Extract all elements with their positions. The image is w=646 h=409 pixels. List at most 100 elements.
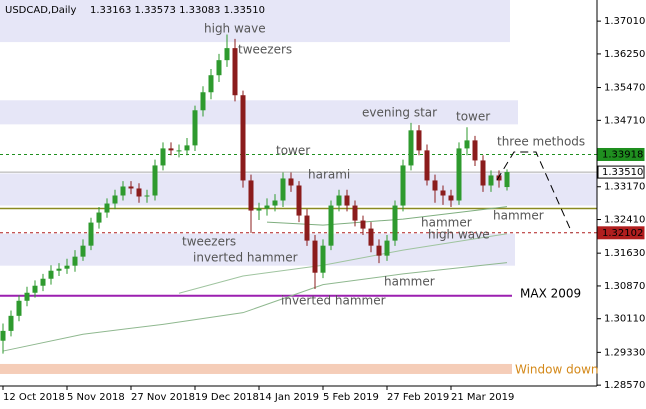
candle-body xyxy=(88,222,94,246)
candle-body xyxy=(40,278,46,286)
chart-subtitle: 1.33163 1.33573 1.33083 1.33510 xyxy=(90,5,265,16)
candle-body xyxy=(328,205,334,246)
y-tick-label: 1.37010 xyxy=(604,16,645,27)
candle-body xyxy=(96,212,102,223)
candle-body xyxy=(448,195,454,201)
candle-body xyxy=(168,148,174,151)
annotation: high wave xyxy=(428,228,490,242)
candle-body xyxy=(200,92,206,111)
candle-body xyxy=(336,195,342,206)
x-tick-label: 12 Oct 2018 xyxy=(3,392,65,403)
candle-body xyxy=(216,60,222,76)
annotation: inverted hammer xyxy=(281,294,386,308)
candle-body xyxy=(264,205,270,209)
zone xyxy=(0,0,510,43)
candle-body xyxy=(0,330,6,341)
x-tick-label: 27 Feb 2019 xyxy=(387,392,449,403)
candle-body xyxy=(32,285,38,293)
candle-body xyxy=(304,215,310,241)
candle-body xyxy=(504,172,510,188)
candle-body xyxy=(368,228,374,246)
annotation: hammer xyxy=(421,216,472,230)
price-box-label: 1.33510 xyxy=(602,167,643,178)
annotation: high wave xyxy=(204,22,266,36)
candle-body xyxy=(376,245,382,256)
candle-body xyxy=(488,175,494,186)
candle-body xyxy=(464,140,470,149)
candle-body xyxy=(192,110,198,146)
candle-body xyxy=(248,180,254,211)
zone xyxy=(0,363,512,374)
y-tick-label: 1.34710 xyxy=(604,115,645,126)
candle-body xyxy=(440,190,446,196)
candle-body xyxy=(56,268,62,271)
candle-body xyxy=(232,48,238,96)
candle-body xyxy=(128,186,134,189)
candle-body xyxy=(320,245,326,273)
candle-body xyxy=(64,265,70,269)
y-tick-label: 1.36250 xyxy=(604,49,645,60)
candle-body xyxy=(472,140,478,161)
candle-body xyxy=(352,205,358,221)
x-tick-label: 21 Mar 2019 xyxy=(451,392,514,403)
candle-body xyxy=(408,130,414,166)
candle-body xyxy=(344,195,350,206)
x-tick-label: 27 Nov 2018 xyxy=(131,392,195,403)
candle-body xyxy=(176,150,182,152)
candle-body xyxy=(160,148,166,166)
candle-body xyxy=(224,48,230,61)
candle-body xyxy=(456,148,462,201)
candle-body xyxy=(432,180,438,191)
candle-body xyxy=(24,292,30,301)
candle-body xyxy=(384,240,390,256)
annotation: hammer xyxy=(384,275,435,289)
candle-body xyxy=(16,300,22,316)
candle-body xyxy=(256,208,262,211)
y-tick-label: 1.32410 xyxy=(604,215,645,226)
candle-body xyxy=(48,270,54,279)
candle-body xyxy=(400,165,406,206)
candle-body xyxy=(144,195,150,197)
candle-body xyxy=(104,203,110,213)
candle-body xyxy=(152,165,158,196)
candle-body xyxy=(280,178,286,201)
candle-body xyxy=(288,178,294,186)
annotation: hammer xyxy=(493,209,544,223)
price-box-label: 1.33918 xyxy=(602,149,643,160)
x-tick-label: 5 Feb 2019 xyxy=(323,392,379,403)
candle-body xyxy=(312,240,318,273)
x-tick-label: 14 Jan 2019 xyxy=(259,392,319,403)
price-box xyxy=(597,226,645,240)
candle-body xyxy=(112,195,118,204)
zone xyxy=(0,233,515,266)
candle-body xyxy=(136,188,142,197)
x-tick-label: 5 Nov 2018 xyxy=(67,392,125,403)
y-tick-label: 1.35470 xyxy=(604,83,645,94)
candle-body xyxy=(424,150,430,181)
chart-title: USDCAD,Daily xyxy=(5,5,76,16)
moving-average xyxy=(2,262,508,352)
candle-body xyxy=(416,130,422,151)
annotation: tower xyxy=(456,110,490,124)
candle-body xyxy=(296,185,302,216)
candle-body xyxy=(120,186,126,196)
price-box xyxy=(597,165,645,179)
y-tick-label: 1.29330 xyxy=(604,347,645,358)
y-tick-label: 1.30110 xyxy=(604,314,645,325)
annotation: tweezers xyxy=(182,235,236,249)
price-box-label: 1.32102 xyxy=(602,228,643,239)
x-tick-label: 19 Dec 2018 xyxy=(195,392,259,403)
candle-body xyxy=(208,75,214,93)
y-tick-label: 1.28570 xyxy=(604,380,645,391)
y-tick-label: 1.31630 xyxy=(604,248,645,259)
candle-body xyxy=(392,205,398,241)
candle-body xyxy=(480,160,486,186)
candle-body xyxy=(272,200,278,206)
annotation: harami xyxy=(308,168,350,182)
projection xyxy=(496,151,573,234)
candle-body xyxy=(8,315,14,331)
candle-body xyxy=(360,220,366,229)
price-box xyxy=(597,147,645,161)
candle-body xyxy=(80,245,86,257)
